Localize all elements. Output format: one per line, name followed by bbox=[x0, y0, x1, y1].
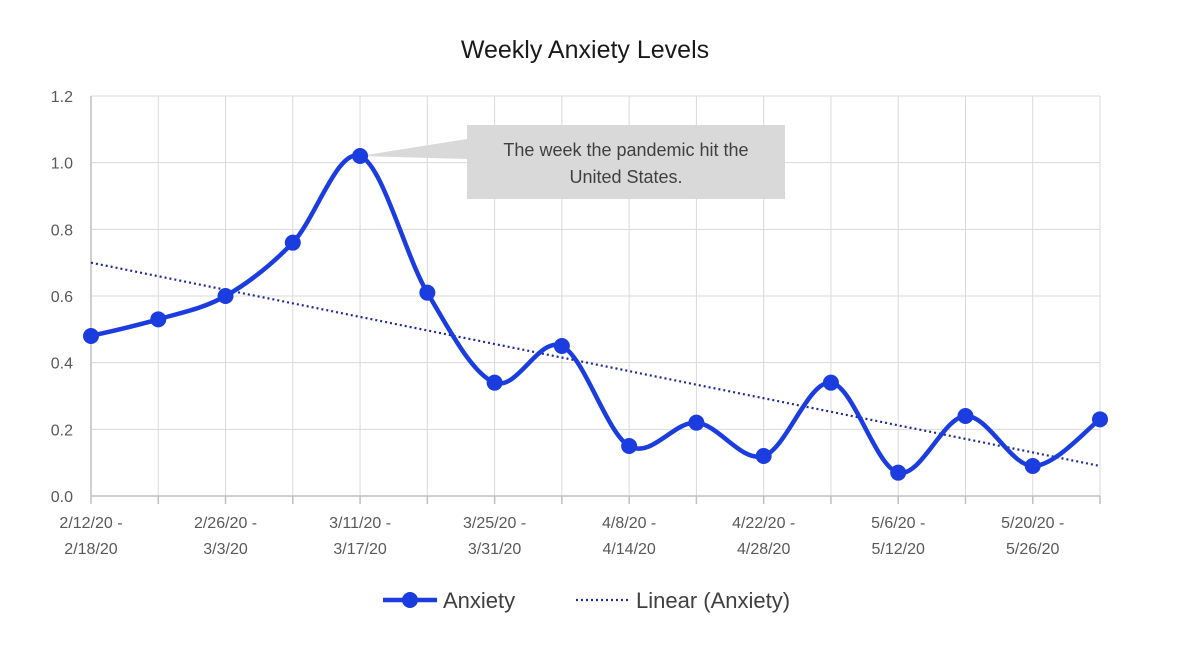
x-tick-label: 5/6/20 - bbox=[871, 515, 925, 532]
legend-label-trendline: Linear (Anxiety) bbox=[636, 588, 790, 613]
data-point bbox=[957, 408, 974, 424]
y-tick-label: 0.4 bbox=[51, 356, 73, 373]
annotation-text: The week the pandemic hit the bbox=[503, 140, 748, 160]
annotation-layer: The week the pandemic hit the United Stat… bbox=[360, 125, 785, 199]
trendline bbox=[90, 261, 1101, 468]
data-point bbox=[284, 234, 301, 251]
x-tick-label: 2/26/20 - bbox=[194, 515, 257, 532]
x-tick-label: 3/17/20 bbox=[333, 541, 386, 558]
x-tick-label: 5/26/20 bbox=[1006, 541, 1059, 558]
y-tick-label: 1.2 bbox=[51, 89, 73, 106]
y-tick-label: 0.2 bbox=[51, 422, 73, 439]
data-point bbox=[822, 374, 839, 391]
data-point bbox=[83, 328, 99, 344]
x-tick-label: 4/22/20 - bbox=[732, 515, 795, 532]
x-tick-label: 4/28/20 bbox=[737, 541, 790, 558]
x-tick-label: 3/11/20 - bbox=[329, 515, 391, 532]
data-point bbox=[621, 438, 638, 454]
x-tick-label: 2/18/20 bbox=[64, 541, 117, 558]
chart-title: Weekly Anxiety Levels bbox=[461, 36, 709, 64]
data-point bbox=[688, 414, 705, 431]
x-tick-label: 3/25/20 - bbox=[463, 515, 526, 532]
annotation-text: United States. bbox=[569, 167, 682, 187]
data-point bbox=[352, 148, 369, 164]
x-tick-label: 4/8/20 - bbox=[602, 515, 656, 532]
series-layer bbox=[83, 148, 1108, 481]
y-tick-label: 1.0 bbox=[51, 156, 73, 173]
legend-label-anxiety: Anxiety bbox=[443, 588, 515, 613]
annotation-box bbox=[467, 125, 785, 199]
legend: Anxiety Linear (Anxiety) bbox=[383, 588, 790, 613]
y-tick-label: 0.8 bbox=[51, 222, 73, 239]
data-point bbox=[419, 284, 436, 301]
x-tick-label: 4/14/20 bbox=[602, 541, 655, 558]
trendline-layer bbox=[90, 261, 1101, 468]
y-tick-label: 0.6 bbox=[51, 289, 73, 306]
y-tick-label: 0.0 bbox=[51, 489, 73, 506]
x-tick-label: 2/12/20 - bbox=[59, 515, 122, 532]
x-tick-label: 3/3/20 bbox=[203, 541, 248, 558]
data-point bbox=[1024, 458, 1041, 474]
data-point bbox=[486, 374, 503, 391]
data-point bbox=[890, 464, 907, 481]
x-tick-label: 3/31/20 bbox=[468, 541, 521, 558]
annotation-pointer bbox=[360, 139, 467, 159]
legend-marker-anxiety bbox=[402, 592, 418, 608]
x-tick-label: 5/20/20 - bbox=[1001, 515, 1064, 532]
data-point bbox=[755, 448, 772, 464]
x-tick-label: 5/12/20 bbox=[872, 541, 925, 558]
data-point bbox=[553, 338, 570, 354]
data-point bbox=[217, 288, 234, 304]
axes: 0.0 0.2 0.4 0.6 0.8 1.0 1.2 2/12/20 - 2/18/20 2/2… bbox=[51, 89, 1101, 558]
data-point bbox=[150, 311, 167, 328]
data-point bbox=[1092, 411, 1108, 428]
series-line-anxiety bbox=[88, 153, 1103, 475]
